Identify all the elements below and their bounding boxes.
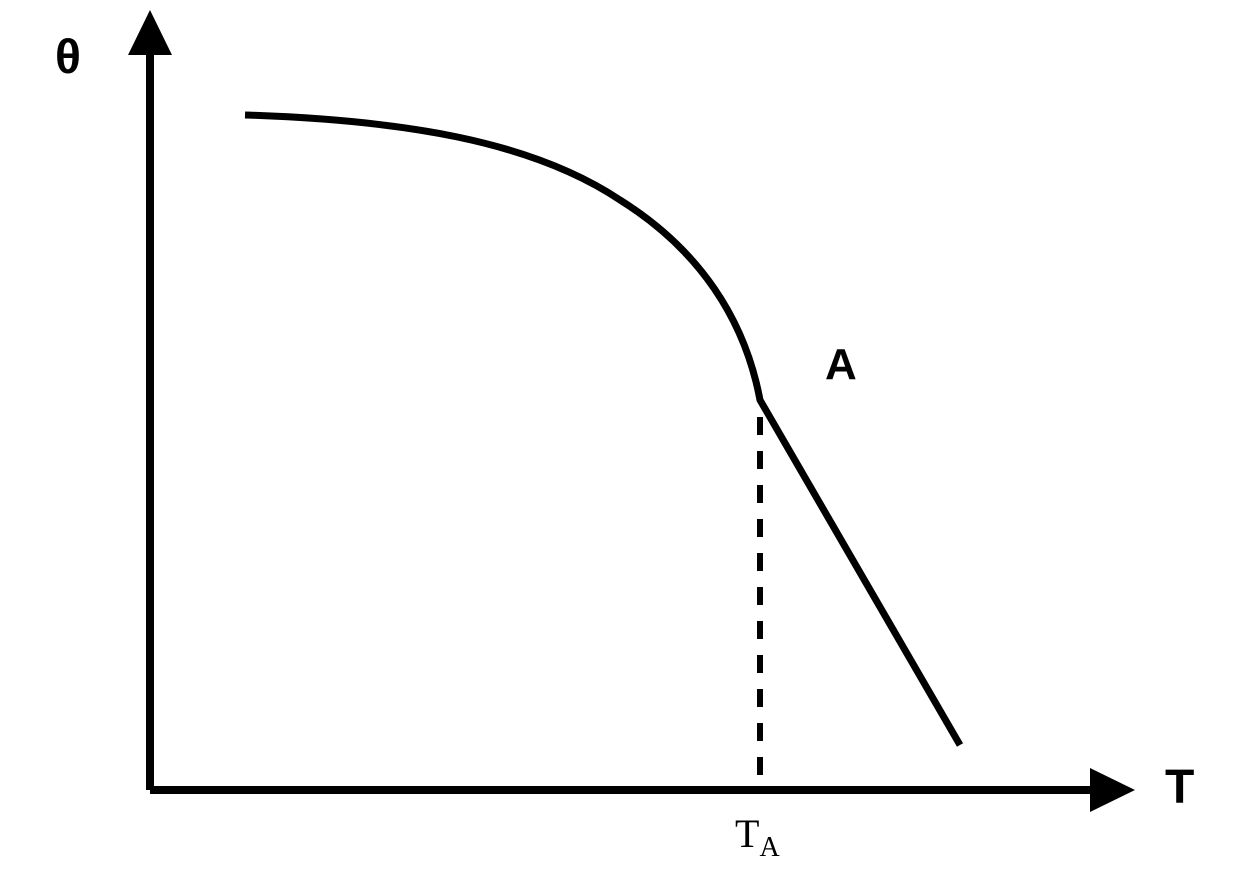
x-axis-label: T <box>1165 760 1194 815</box>
theta-curve <box>245 115 960 745</box>
ta-t: T <box>735 811 759 856</box>
x-axis-arrowhead <box>1090 768 1135 812</box>
point-a-label: A <box>825 340 857 390</box>
x-tick-label-ta: TA <box>735 810 780 864</box>
theta-vs-t-diagram: θ T A TA <box>0 0 1240 887</box>
diagram-svg <box>0 0 1240 887</box>
y-axis-label: θ <box>55 30 81 85</box>
y-axis-arrowhead <box>128 10 172 55</box>
ta-subscript: A <box>759 832 779 863</box>
